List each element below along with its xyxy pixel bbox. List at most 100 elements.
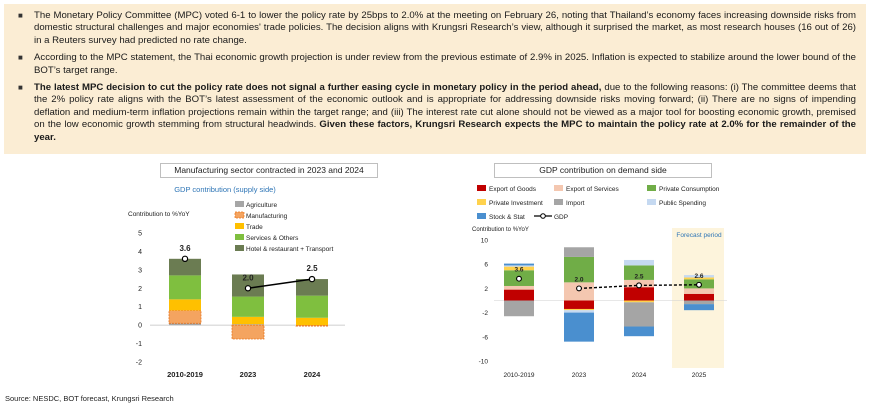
chart2-forecast-annotation: Forecast period <box>676 232 722 239</box>
chart2-ytick-label: 6 <box>484 262 488 269</box>
chart1-bar-agriculture <box>232 324 264 326</box>
chart2-gdp-label: 2.6 <box>694 273 703 280</box>
chart2-gdp-point <box>696 281 702 288</box>
chart1-ylabel: Contribution to %YoY <box>128 211 190 218</box>
chart1-ytick-label: -1 <box>136 341 142 348</box>
chart1-legend-label-hotel: Hotel & restaurant + Transport <box>246 246 333 253</box>
chart1-gdp-label: 2.5 <box>306 264 318 273</box>
chart2-bar-public_spending <box>504 265 534 267</box>
chart2-legend-swatch-private_investment <box>477 199 486 205</box>
bullet-2-text: According to the MPC statement, the Thai… <box>34 52 856 76</box>
chart2-legend-marker-gdp <box>540 213 546 219</box>
summary-box: The Monetary Policy Committee (MPC) vote… <box>4 4 866 154</box>
chart2-gdp-point <box>636 282 642 289</box>
chart1-legend-label-trade: Trade <box>246 224 263 231</box>
chart2-bar-export_goods <box>624 287 654 301</box>
summary-bullet-2: According to the MPC statement, the Thai… <box>14 52 856 77</box>
chart2-bar-export_goods <box>684 293 714 301</box>
chart2-legend-label-gdp: GDP <box>554 214 568 221</box>
chart2-bar-stock <box>504 263 534 266</box>
bullet-1-text: The Monetary Policy Committee (MPC) vote… <box>34 10 856 46</box>
chart2-bar-private_consumption <box>624 265 654 280</box>
chart2-bar-stock <box>564 312 594 342</box>
chart1-subtitle: GDP contribution (supply side) <box>174 185 276 194</box>
chart1-bar-trade <box>232 316 264 325</box>
chart1-bar-manufacturing <box>168 309 202 324</box>
chart2-gdp-label: 3.6 <box>514 267 523 274</box>
chart1-ytick-label: 4 <box>138 249 142 256</box>
chart1-title: Manufacturing sector contracted in 2023 … <box>160 163 378 178</box>
chart2-legend-label-private_investment: Private Investment <box>489 200 543 207</box>
chart2-bar-private_investment <box>564 308 594 311</box>
chart2-gdp-label: 2.0 <box>574 276 583 283</box>
chart1-bar-manufacturing <box>231 324 265 340</box>
chart2-bar-public_spending <box>564 310 594 313</box>
chart1-legend-swatch-services <box>235 234 244 240</box>
chart1-bar-services <box>296 295 328 318</box>
bullet-3-bold-conclusion: Given these factors, Krungsri Research e… <box>34 119 856 143</box>
demand-side-chart: Forecast period Contribution to %YoY 10 6 2 -… <box>472 185 727 379</box>
chart2-legend-label-export_services: Export of Services <box>566 186 619 193</box>
chart2-bar-import <box>504 300 534 317</box>
chart1-ytick-label: -2 <box>136 360 142 367</box>
chart1-bar-services <box>232 296 264 317</box>
chart1-bar-trade <box>296 317 328 326</box>
chart2-legend-swatch-stock <box>477 213 486 219</box>
chart2-legend-swatch-export_goods <box>477 185 486 191</box>
chart1-bar-hotel <box>296 279 328 296</box>
chart1-gdp-label: 3.6 <box>179 244 191 253</box>
chart2-bar-public_spending <box>684 275 714 278</box>
chart1-gdp-point <box>244 285 252 292</box>
chart1-gdp-point <box>181 255 189 263</box>
chart2-ytick-label: -2 <box>482 310 488 317</box>
chart2-bar-export_goods <box>504 289 534 301</box>
chart2-category-label: 2025 <box>692 372 707 379</box>
chart2-bar-private_consumption <box>564 256 594 283</box>
chart2-bar-import <box>624 302 654 327</box>
chart2-bar-export_services <box>564 282 594 301</box>
chart1-ytick-label: 5 <box>138 231 142 238</box>
chart2-bar-private_investment <box>684 277 714 280</box>
chart1-bar-hotel <box>169 258 201 276</box>
source-note: Source: NESDC, BOT forecast, Krungsri Re… <box>5 394 174 403</box>
chart2-bar-stock <box>624 326 654 337</box>
summary-list: The Monetary Policy Committee (MPC) vote… <box>14 10 856 144</box>
chart2-bar-private_investment <box>624 300 654 303</box>
chart1-category-label: 2024 <box>304 370 322 379</box>
chart1-category-label: 2023 <box>240 370 257 379</box>
chart1-legend-label-manufacturing: Manufacturing <box>246 213 288 220</box>
chart2-bar-export_goods <box>564 300 594 309</box>
chart1-legend-swatch-manufacturing <box>234 211 245 219</box>
chart2-legend-label-stock: Stock & Stat <box>489 214 525 221</box>
chart2-legend-label-export_goods: Export of Goods <box>489 186 537 193</box>
chart2-bar-stock <box>684 304 714 311</box>
chart2-ytick-label: -10 <box>479 359 489 366</box>
chart1-legend-swatch-agriculture <box>235 201 244 207</box>
summary-bullet-3: The latest MPC decision to cut the polic… <box>14 82 856 144</box>
chart2-legend-label-public_spending: Public Spending <box>659 200 706 207</box>
bullet-3-text: due to the following reasons: (i) The co… <box>34 82 857 131</box>
chart2-gdp-point <box>576 285 582 292</box>
chart2-ytick-label: -6 <box>482 334 488 341</box>
summary-bullet-1: The Monetary Policy Committee (MPC) vote… <box>14 10 856 47</box>
chart1-bar-agriculture <box>169 323 201 326</box>
chart2-legend-label-import: Import <box>566 200 585 207</box>
chart1-category-label: 2010-2019 <box>167 370 203 379</box>
chart2-category-label: 2024 <box>632 372 647 379</box>
chart1-legend-swatch-trade <box>235 223 244 229</box>
chart1-ytick-label: 1 <box>138 304 142 311</box>
chart1-ytick-label: 2 <box>138 286 142 293</box>
chart1-ytick-label: 3 <box>138 267 142 274</box>
chart2-bar-private_investment <box>504 266 534 271</box>
chart1-ytick-label: 0 <box>138 323 142 330</box>
chart1-bar-services <box>169 275 201 300</box>
bullet-3-bold-lead: The latest MPC decision to cut the polic… <box>34 82 602 94</box>
chart2-gdp-label: 2.5 <box>634 273 643 280</box>
chart2-ytick-label: 10 <box>481 238 489 245</box>
chart1-legend-swatch-hotel <box>235 245 244 251</box>
chart2-title: GDP contribution on demand side <box>494 163 712 178</box>
chart1-gdp-point <box>308 275 316 283</box>
chart2-legend-swatch-import <box>554 199 563 205</box>
chart2-bar-import <box>684 300 714 305</box>
chart1-bar-manufacturing <box>295 324 329 327</box>
